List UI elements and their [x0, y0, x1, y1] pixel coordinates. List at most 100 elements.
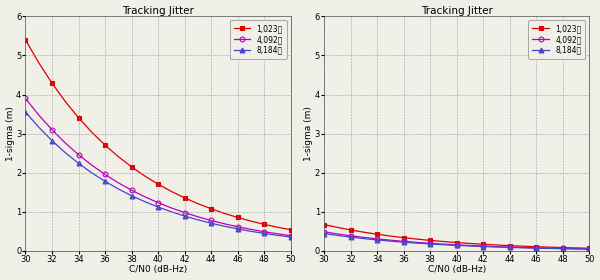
- 8,184개: [208, 221, 215, 225]
- 4,092개: [115, 181, 122, 185]
- 8,184개: [181, 214, 188, 218]
- 1,023개: [453, 241, 460, 244]
- 4,092개: [320, 230, 328, 234]
- 8,184개: [546, 247, 553, 250]
- 1,023개: [194, 202, 202, 205]
- 1,023개: [387, 234, 394, 238]
- 4,092개: [334, 232, 341, 235]
- 4,092개: [559, 247, 566, 250]
- 4,092개: [22, 97, 29, 100]
- 8,184개: [453, 244, 460, 247]
- 4,092개: [101, 173, 109, 176]
- 4,092개: [221, 222, 228, 225]
- 8,184개: [533, 246, 540, 250]
- 8,184개: [586, 248, 593, 251]
- 8,184개: [506, 246, 513, 249]
- Line: 8,184개: 8,184개: [322, 231, 592, 252]
- 8,184개: [221, 225, 228, 228]
- 4,092개: [208, 219, 215, 222]
- 4,092개: [520, 246, 527, 249]
- 8,184개: [234, 227, 241, 230]
- Line: 4,092개: 4,092개: [322, 229, 592, 251]
- 4,092개: [374, 237, 381, 241]
- 8,184개: [194, 218, 202, 221]
- Legend: 1,023개, 4,092개, 8,184개: 1,023개, 4,092개, 8,184개: [230, 20, 287, 59]
- X-axis label: C/N0 (dB-Hz): C/N0 (dB-Hz): [428, 265, 486, 274]
- 4,092개: [234, 225, 241, 228]
- 4,092개: [347, 234, 354, 237]
- 1,023개: [247, 220, 254, 223]
- 8,184개: [493, 245, 500, 249]
- 4,092개: [75, 153, 82, 156]
- 4,092개: [586, 247, 593, 251]
- 4,092개: [35, 113, 43, 117]
- 8,184개: [49, 139, 56, 142]
- 1,023개: [559, 246, 566, 249]
- 4,092개: [360, 236, 367, 239]
- 4,092개: [466, 244, 473, 247]
- 8,184개: [387, 239, 394, 243]
- 8,184개: [559, 247, 566, 250]
- 8,184개: [35, 125, 43, 129]
- Legend: 1,023개, 4,092개, 8,184개: 1,023개, 4,092개, 8,184개: [529, 20, 586, 59]
- 8,184개: [479, 245, 487, 248]
- 1,023개: [347, 228, 354, 232]
- 8,184개: [154, 205, 161, 209]
- 4,092개: [167, 206, 175, 210]
- 4,092개: [128, 188, 135, 192]
- 4,092개: [400, 240, 407, 243]
- 1,023개: [374, 233, 381, 236]
- 1,023개: [546, 246, 553, 249]
- 4,092개: [274, 232, 281, 235]
- 4,092개: [260, 230, 268, 233]
- 1,023개: [274, 225, 281, 229]
- 4,092개: [453, 243, 460, 247]
- 4,092개: [49, 128, 56, 132]
- Line: 1,023개: 1,023개: [322, 222, 592, 251]
- 8,184개: [75, 162, 82, 165]
- 1,023개: [586, 247, 593, 250]
- 8,184개: [128, 194, 135, 197]
- 1,023개: [115, 155, 122, 158]
- Title: Tracking Jitter: Tracking Jitter: [421, 6, 493, 16]
- 4,092개: [413, 241, 421, 244]
- 8,184개: [287, 235, 294, 239]
- 8,184개: [440, 243, 447, 246]
- 8,184개: [413, 241, 421, 245]
- 8,184개: [320, 232, 328, 235]
- Y-axis label: 1-sigma (m): 1-sigma (m): [304, 106, 313, 161]
- 1,023개: [260, 223, 268, 226]
- 8,184개: [167, 210, 175, 213]
- 8,184개: [334, 234, 341, 237]
- 8,184개: [141, 200, 148, 203]
- 4,092개: [88, 164, 95, 167]
- Line: 8,184개: 8,184개: [23, 110, 293, 239]
- 4,092개: [546, 246, 553, 250]
- 1,023개: [101, 143, 109, 147]
- 1,023개: [334, 226, 341, 229]
- 1,023개: [520, 244, 527, 248]
- 1,023개: [141, 174, 148, 178]
- 1,023개: [154, 183, 161, 186]
- 4,092개: [141, 195, 148, 199]
- 1,023개: [320, 223, 328, 226]
- 4,092개: [247, 228, 254, 231]
- 8,184개: [115, 187, 122, 191]
- 8,184개: [247, 230, 254, 233]
- 4,092개: [287, 234, 294, 237]
- 4,092개: [62, 141, 69, 145]
- 1,023개: [493, 243, 500, 247]
- 1,023개: [533, 245, 540, 248]
- 8,184개: [360, 237, 367, 240]
- 4,092개: [427, 242, 434, 245]
- 8,184개: [347, 235, 354, 239]
- 8,184개: [101, 180, 109, 183]
- Title: Tracking Jitter: Tracking Jitter: [122, 6, 194, 16]
- 1,023개: [88, 130, 95, 134]
- 1,023개: [208, 207, 215, 211]
- 4,092개: [194, 215, 202, 218]
- Y-axis label: 1-sigma (m): 1-sigma (m): [5, 106, 14, 161]
- 1,023개: [287, 228, 294, 232]
- 8,184개: [466, 244, 473, 248]
- Line: 1,023개: 1,023개: [23, 37, 293, 232]
